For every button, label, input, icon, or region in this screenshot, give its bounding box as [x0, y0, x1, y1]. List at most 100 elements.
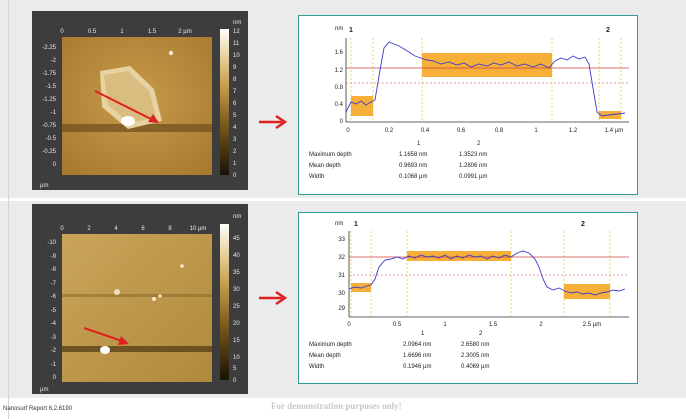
- colorbar-tick: 10: [233, 53, 240, 59]
- colorbar-tick: 45: [233, 236, 240, 242]
- afm-image-1-svg: 0 0.5 1 1.5 2 µm -2.25 -2 -1.75 -1.5 -1.…: [40, 20, 241, 189]
- y-axis-unit: nm: [335, 26, 343, 32]
- colorbar-tick: 35: [233, 270, 240, 276]
- colorbar-tick: 0: [233, 378, 237, 384]
- cell-value: 0.1946 µm: [403, 364, 432, 370]
- colorbar-tick: 15: [233, 338, 240, 344]
- x-tick-label: 1.5: [148, 29, 157, 35]
- x-tick-label: 2: [539, 322, 543, 328]
- x-tick-label: 1.5: [489, 322, 498, 328]
- right-arrow-icon: [259, 291, 288, 305]
- x-tick-label: 8: [168, 226, 172, 232]
- x-tick-label: 4: [114, 226, 118, 232]
- row-label: Maximum depth: [309, 152, 352, 158]
- cell-value: 1.3523 nm: [459, 152, 488, 158]
- y-tick-label: 29: [338, 306, 345, 312]
- y-tick-label: -9: [51, 254, 57, 260]
- cell-value: 2.0964 nm: [403, 342, 432, 348]
- marker-region: [351, 283, 371, 292]
- x-tick-label: 6: [141, 226, 145, 232]
- profile-curve: [345, 41, 626, 117]
- colorbar-tick: 1: [233, 161, 237, 167]
- y-tick-label: -10: [47, 240, 56, 246]
- profile-chart-2: nm 1 2 33 32 31 30 29 0 0.5 1 1: [335, 221, 629, 328]
- y-tick-label: 0.8: [335, 85, 344, 91]
- column-header: 2: [477, 141, 481, 147]
- afm-image-2-svg: 0 2 4 6 8 10 µm -10 -9 -8 -7 -6 -5 -4 -3…: [40, 214, 241, 393]
- y-tick-label: -1.25: [42, 97, 56, 103]
- column-header: 1: [421, 331, 425, 337]
- profile-line-arrow-1: [94, 90, 156, 122]
- y-tick-label: -2: [51, 348, 57, 354]
- cell-value: 0.0991 µm: [459, 174, 488, 180]
- x-tick-label: 0.5: [393, 322, 402, 328]
- cell-value: 0.1068 µm: [399, 174, 428, 180]
- cell-value: 0.4069 µm: [461, 364, 490, 370]
- colorbar-1: [220, 29, 229, 175]
- y-tick-label: 1.2: [335, 68, 344, 74]
- profile-panel-2: nm 1 2 33 32 31 30 29 0 0.5 1 1: [298, 212, 638, 384]
- right-arrow-icon: [259, 115, 288, 129]
- colorbar-unit: nm: [233, 20, 241, 26]
- y-tick-label: -4: [51, 321, 57, 327]
- y-axis-unit: nm: [335, 221, 343, 227]
- marker-region: [422, 53, 552, 77]
- y-tick-label: 0: [340, 119, 344, 125]
- y-tick-label: -2.25: [42, 45, 56, 51]
- colorbar-tick: 7: [233, 89, 237, 95]
- colorbar-tick: 25: [233, 304, 240, 310]
- x-tick-label: 2: [87, 226, 91, 232]
- marker-region: [351, 96, 373, 116]
- y-tick-label: -7: [51, 281, 57, 287]
- profile-1-y-ticks: 1.6 1.2 0.8 0.4 0: [335, 50, 344, 125]
- y-tick-label: -1: [51, 110, 57, 116]
- y-tick-label: -3: [51, 335, 57, 341]
- marker-guides: [350, 231, 611, 317]
- afm-2-y-ticks: -10 -9 -8 -7 -6 -5 -4 -3 -2 -1 0: [47, 240, 56, 381]
- y-tick-label: 32: [338, 255, 345, 261]
- x-tick-label: 0.8: [495, 128, 504, 134]
- scan-line-artifact: [62, 346, 212, 352]
- colorbar-tick: 9: [233, 65, 237, 71]
- colorbar-tick: 10: [233, 355, 240, 361]
- y-tick-label: -8: [51, 267, 57, 273]
- y-tick-label: 0: [53, 162, 57, 168]
- y-tick-label: -0.25: [42, 149, 56, 155]
- marker-region: [564, 284, 610, 299]
- colorbar-1-ticks: 12 11 10 9 8 7 6 5 4 3 2 1 0: [233, 29, 240, 179]
- x-tick-label: 0.6: [457, 128, 466, 134]
- marker-region: [407, 251, 511, 261]
- y-tick-label: 31: [338, 273, 345, 279]
- colorbar-2-ticks: 45 40 35 30 25 20 15 10 5 0: [233, 236, 240, 384]
- cell-value: 0.9693 nm: [399, 163, 428, 169]
- scan-line-artifact: [62, 124, 212, 132]
- cell-value: 2.3005 nm: [461, 353, 490, 359]
- colorbar-tick: 4: [233, 125, 237, 131]
- profile-line-arrow-2: [83, 327, 126, 343]
- y-axis-unit: µm: [40, 183, 48, 189]
- y-tick-label: 0.4: [335, 102, 344, 108]
- x-tick-label: 1: [534, 128, 538, 134]
- page-left-rule: [8, 0, 9, 419]
- cell-value: 2.6580 nm: [461, 342, 490, 348]
- afm-1-x-ticks: 0 0.5 1 1.5 2 µm: [60, 29, 191, 35]
- measurement-table-1: 1 2 Maximum depth 1.1658 nm 1.3523 nm Me…: [309, 141, 629, 191]
- colorbar-tick: 30: [233, 287, 240, 293]
- afm-image-panel-1: 0 0.5 1 1.5 2 µm -2.25 -2 -1.75 -1.5 -1.…: [32, 11, 248, 190]
- y-tick-label: -2: [51, 58, 57, 64]
- x-tick-label: 2 µm: [178, 29, 191, 35]
- colorbar-tick: 2: [233, 149, 237, 155]
- x-tick-label: 0.2: [385, 128, 394, 134]
- x-tick-label: 2.5 µm: [583, 322, 601, 328]
- colorbar-tick: 40: [233, 253, 240, 259]
- colorbar-tick: 5: [233, 113, 237, 119]
- marker-label-1: 1: [354, 221, 358, 228]
- y-tick-label: -1: [51, 362, 57, 368]
- marker-guides: [350, 38, 622, 122]
- y-tick-label: -5: [51, 308, 57, 314]
- cell-value: 1.2806 nm: [459, 163, 488, 169]
- afm-height-map-2: [62, 234, 212, 382]
- profile-2-x-ticks: 0 0.5 1 1.5 2 2.5 µm: [347, 322, 601, 328]
- marker-label-2: 2: [606, 27, 610, 34]
- colorbar-tick: 6: [233, 101, 237, 107]
